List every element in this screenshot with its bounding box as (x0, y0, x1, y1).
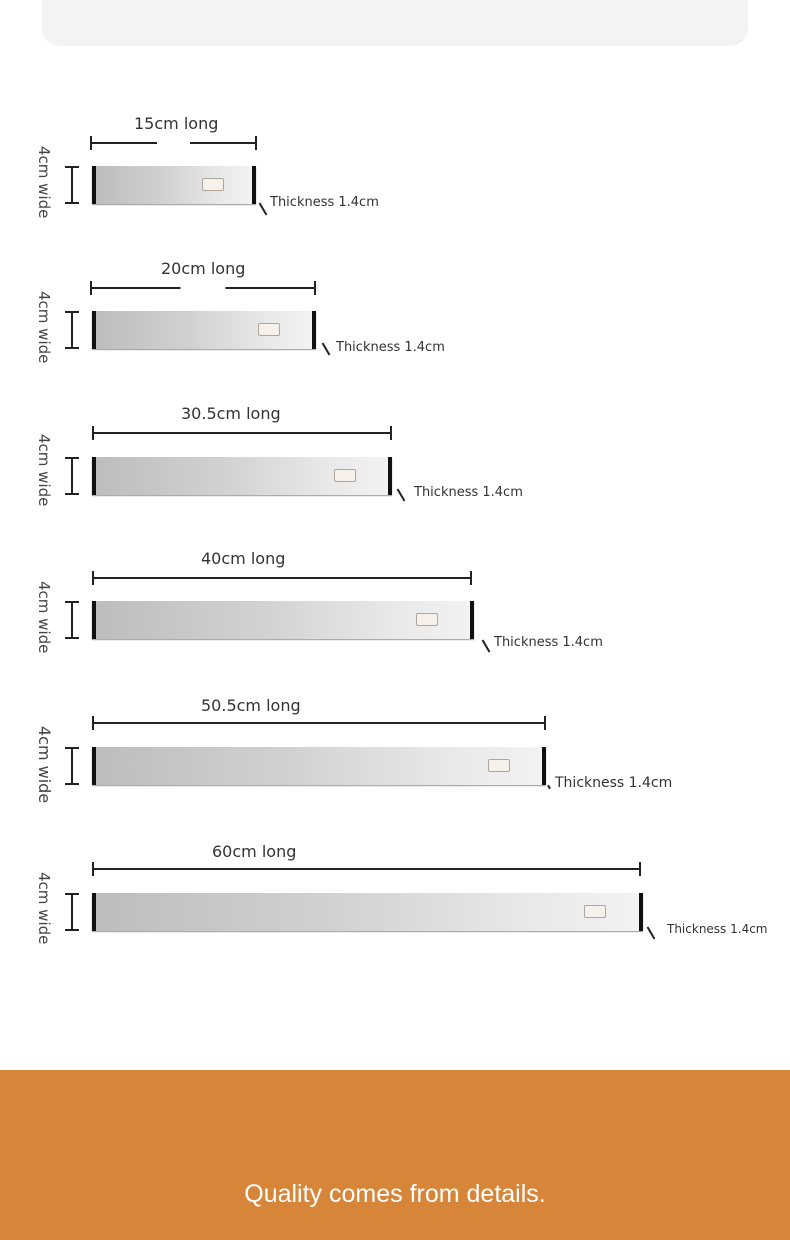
thickness-label: Thickness 1.4cm (555, 775, 673, 791)
knife-magnet-bar (92, 893, 643, 931)
width-dimension-mark (65, 166, 79, 204)
length-dimension-line (90, 281, 316, 295)
tagline: Quality comes from details. (244, 1180, 546, 1208)
knife-magnet-bar (92, 601, 474, 639)
width-dimension-mark (65, 457, 79, 495)
thickness-label: Thickness 1.4cm (414, 485, 523, 500)
wide-label: 4cm wide (35, 581, 53, 654)
knife-magnet-bar (92, 311, 316, 349)
length-label: 20cm long (161, 259, 246, 278)
width-dimension-mark (65, 747, 79, 785)
knife-magnet-bar (92, 457, 392, 495)
logo-icon (202, 178, 224, 191)
thickness-label: Thickness 1.4cm (494, 635, 603, 650)
logo-icon (584, 905, 606, 918)
wide-label: 4cm wide (35, 146, 53, 219)
thickness-mark (258, 202, 268, 216)
logo-icon (488, 759, 510, 772)
size-row-15: 15cm long 4cm wide Thickness 1.4cm (0, 110, 790, 250)
wide-label: 4cm wide (35, 872, 53, 945)
knife-magnet-bar (92, 166, 256, 204)
width-dimension-mark (65, 311, 79, 349)
wide-label: 4cm wide (35, 726, 54, 804)
length-label: 15cm long (134, 114, 219, 133)
size-row-50-5: 50.5cm long 4cm wide Thickness 1.4cm (0, 692, 790, 832)
length-dimension-line (92, 716, 546, 730)
thickness-mark (481, 639, 491, 653)
thickness-label: Thickness 1.4cm (667, 922, 768, 936)
length-dimension-line (92, 571, 472, 585)
thickness-mark (646, 926, 656, 940)
length-label: 50.5cm long (201, 696, 301, 715)
width-dimension-mark (65, 893, 79, 931)
size-row-40: 40cm long 4cm wide Thickness 1.4cm (0, 545, 790, 685)
length-dimension-line (92, 426, 392, 440)
thickness-label: Thickness 1.4cm (270, 195, 379, 210)
thickness-mark (547, 784, 551, 790)
logo-icon (334, 469, 356, 482)
size-row-20: 20cm long 4cm wide Thickness 1.4cm (0, 255, 790, 395)
length-label: 40cm long (201, 549, 286, 568)
size-row-30-5: 30.5cm long 4cm wide Thickness 1.4cm (0, 400, 790, 540)
thickness-label: Thickness 1.4cm (336, 340, 445, 355)
knife-magnet-bar (92, 747, 546, 785)
top-panel (42, 0, 748, 46)
width-dimension-mark (65, 601, 79, 639)
thickness-mark (396, 488, 406, 502)
length-dimension-line (90, 136, 257, 150)
length-label: 60cm long (212, 842, 297, 861)
wide-label: 4cm wide (35, 434, 53, 507)
logo-icon (258, 323, 280, 336)
length-dimension-line (92, 862, 641, 876)
length-label: 30.5cm long (181, 404, 281, 423)
wide-label: 4cm wide (35, 291, 53, 364)
thickness-mark (321, 342, 331, 356)
orange-banner (0, 1070, 790, 1240)
size-row-60: 60cm long 4cm wide Thickness 1.4cm (0, 838, 790, 978)
logo-icon (416, 613, 438, 626)
